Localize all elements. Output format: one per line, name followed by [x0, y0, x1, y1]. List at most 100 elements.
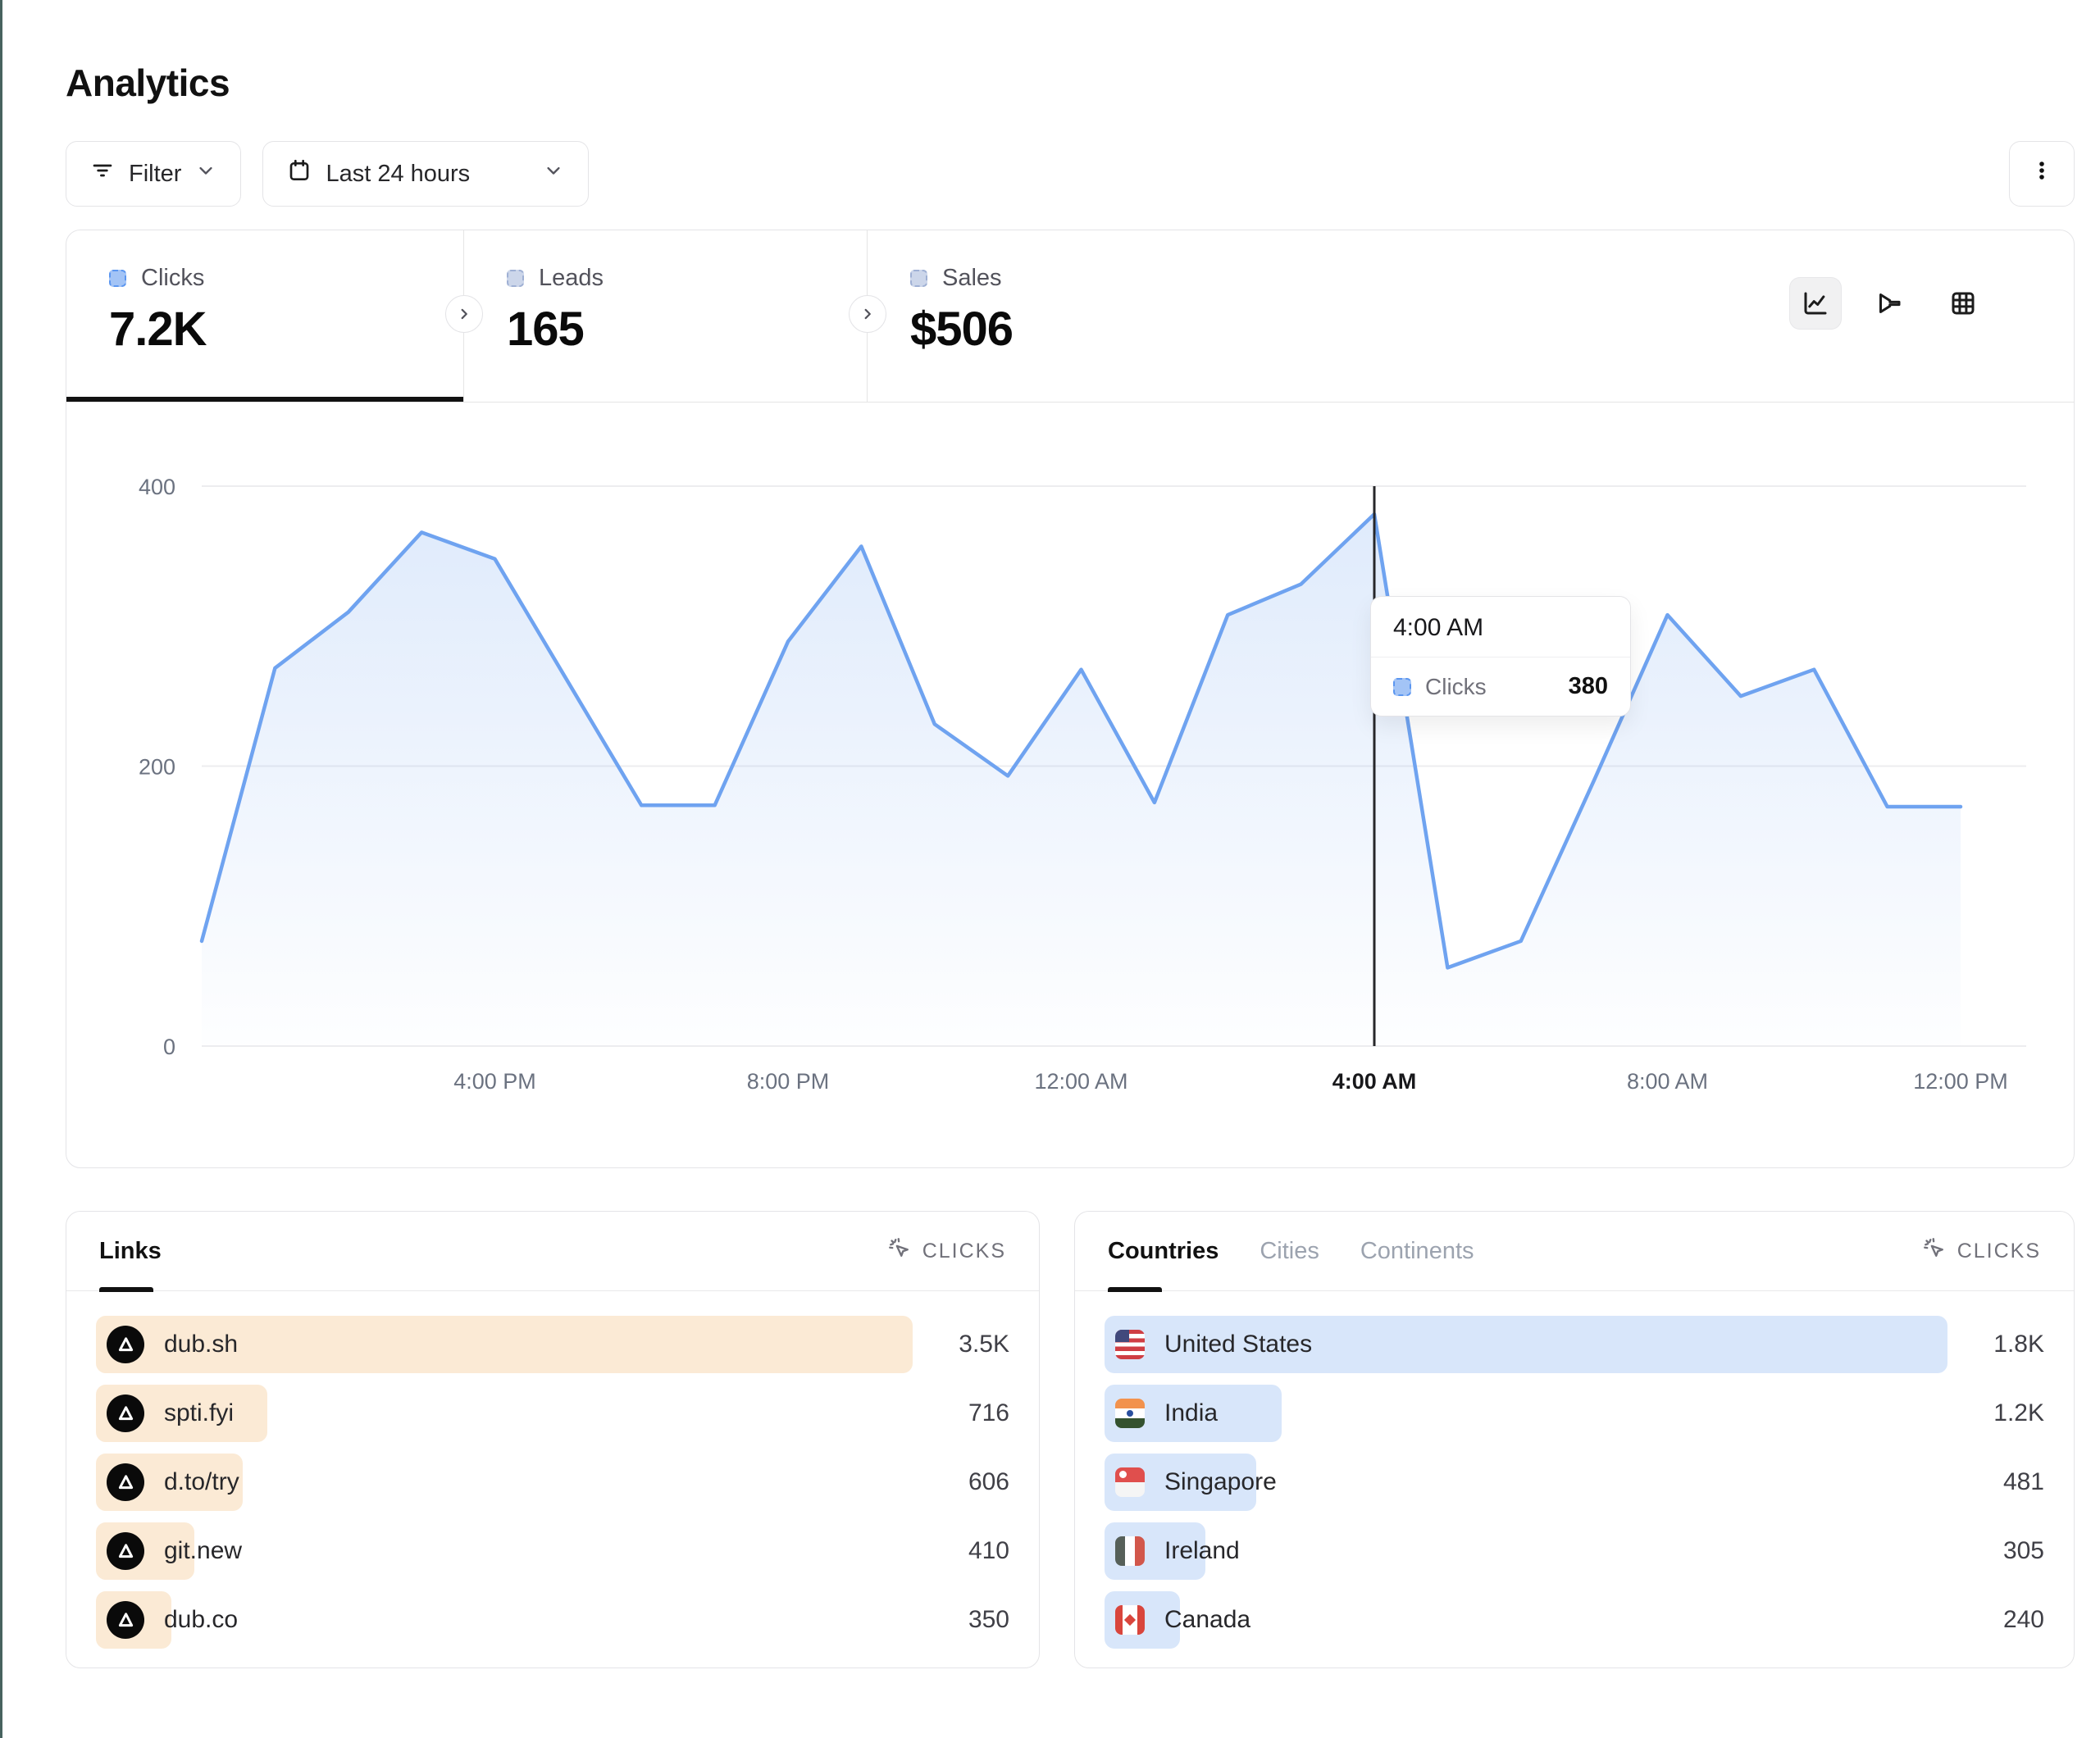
metric-tabs: Clicks 7.2K Leads 165 Sales $506 — [66, 230, 2074, 403]
countries-list: United States 1.8K India 1.2K Singapore 481 Ir… — [1075, 1291, 2074, 1667]
locations-tab-countries[interactable]: Countries — [1108, 1212, 1219, 1292]
row-content: Canada — [1105, 1591, 1947, 1649]
sg-flag-icon — [1115, 1467, 1145, 1497]
locations-clicks-sort-header[interactable]: CLICKS — [1922, 1236, 2041, 1267]
row-content: United States — [1105, 1316, 1947, 1373]
in-flag-icon — [1115, 1399, 1145, 1428]
row-label: India — [1164, 1399, 1219, 1426]
tooltip-metric-label: Clicks — [1425, 673, 1487, 699]
row-clicks-value: 716 — [968, 1399, 1009, 1426]
row-label: spti.fyi — [164, 1399, 235, 1426]
country-row[interactable]: Singapore 481 — [1105, 1454, 2044, 1511]
row-clicks-value: 305 — [2002, 1537, 2044, 1564]
next-metric-button[interactable] — [849, 295, 886, 333]
row-bar-area: git.new — [96, 1522, 913, 1580]
cursor-click-icon — [1922, 1236, 1947, 1267]
line-chart-view-button[interactable] — [1790, 278, 1841, 329]
row-label: git.new — [164, 1537, 243, 1564]
chart-view-toggle — [1790, 278, 1988, 329]
analytics-page: Analytics Filter Last 24 hours — [0, 0, 2100, 1668]
analytics-card: Clicks 7.2K Leads 165 Sales $506 0 200 40 — [66, 230, 2075, 1168]
dub-logo-icon — [107, 1532, 144, 1570]
calendar-icon — [286, 157, 312, 190]
row-clicks-value: 481 — [2002, 1468, 2044, 1495]
x-axis-tick-label: 4:00 PM — [453, 1069, 536, 1094]
dub-logo-icon — [107, 1326, 144, 1363]
tooltip-row: Clicks 380 — [1371, 657, 1630, 716]
country-row[interactable]: Ireland 305 — [1105, 1522, 2044, 1580]
next-metric-button[interactable] — [445, 295, 483, 333]
filter-button[interactable]: Filter — [66, 141, 242, 207]
chevron-down-icon — [542, 159, 565, 189]
row-label: d.to/try — [164, 1468, 239, 1495]
link-row[interactable]: d.to/try 606 — [96, 1454, 1009, 1511]
funnel-view-button[interactable] — [1864, 278, 1915, 329]
sales-legend-swatch — [910, 270, 927, 287]
metric-tab-value: 7.2K — [109, 303, 207, 356]
links-tab-links[interactable]: Links — [99, 1212, 162, 1292]
y-axis-tick-label: 200 — [139, 755, 175, 780]
clicks-area-chart[interactable]: 0 200 400 4:00 PM 8:00 PM 12:00 AM 4:00 AM 8:00… — [66, 403, 2074, 1167]
more-options-button[interactable] — [2009, 141, 2075, 207]
dub-logo-icon — [107, 1463, 144, 1501]
row-bar-area: Singapore — [1105, 1454, 1947, 1511]
row-content: git.new — [96, 1522, 913, 1580]
link-row[interactable]: dub.co 350 — [96, 1591, 1009, 1649]
row-bar-area: spti.fyi — [96, 1385, 913, 1442]
clicks-area-fill — [202, 514, 1961, 1046]
locations-tab-continents[interactable]: Continents — [1360, 1237, 1474, 1264]
clicks-line-series — [199, 512, 1963, 970]
row-label: Canada — [1164, 1606, 1251, 1633]
window-edge — [0, 0, 2, 1738]
link-row[interactable]: spti.fyi 716 — [96, 1385, 1009, 1442]
filter-icon — [89, 157, 116, 190]
dub-logo-icon — [107, 1601, 144, 1639]
x-axis-tick-label: 8:00 PM — [747, 1069, 830, 1094]
cursor-click-icon — [887, 1236, 912, 1267]
toolbar: Filter Last 24 hours — [66, 141, 2075, 207]
x-axis-tick-label: 12:00 PM — [1913, 1069, 2008, 1094]
links-card: Links CLICKS dub.sh 3.5K spti.fyi 716 d.to/t… — [66, 1211, 1040, 1668]
row-content: d.to/try — [96, 1454, 913, 1511]
clicks-legend-swatch — [109, 270, 126, 287]
date-range-label: Last 24 hours — [326, 160, 471, 187]
x-axis-tick-label: 8:00 AM — [1627, 1069, 1708, 1094]
metric-tab-label: Sales — [942, 265, 1002, 291]
table-view-button[interactable] — [1938, 278, 1988, 329]
date-range-button[interactable]: Last 24 hours — [262, 141, 590, 207]
row-label: Singapore — [1164, 1468, 1277, 1495]
locations-card-header: Countries Cities Continents CLICKS — [1075, 1212, 2074, 1292]
metric-tab-sales[interactable]: Sales $506 — [868, 230, 2074, 402]
locations-tab-cities[interactable]: Cities — [1260, 1237, 1319, 1264]
links-clicks-sort-header[interactable]: CLICKS — [887, 1236, 1006, 1267]
row-clicks-value: 1.8K — [1993, 1331, 2044, 1358]
row-clicks-value: 1.2K — [1993, 1399, 2044, 1426]
leads-legend-swatch — [507, 270, 524, 287]
locations-card: Countries Cities Continents CLICKS United … — [1074, 1211, 2075, 1668]
row-label: dub.sh — [164, 1331, 239, 1358]
row-clicks-value: 410 — [968, 1537, 1009, 1564]
row-content: dub.sh — [96, 1316, 913, 1373]
row-content: India — [1105, 1385, 1947, 1442]
row-clicks-value: 240 — [2002, 1606, 2044, 1633]
country-row[interactable]: United States 1.8K — [1105, 1316, 2044, 1373]
country-row[interactable]: India 1.2K — [1105, 1385, 2044, 1442]
ca-flag-icon — [1115, 1605, 1145, 1635]
metric-tab-leads[interactable]: Leads 165 — [464, 230, 868, 402]
metric-tab-label: Leads — [539, 265, 604, 291]
metric-tab-value: 165 — [507, 303, 585, 356]
link-row[interactable]: dub.sh 3.5K — [96, 1316, 1009, 1373]
row-content: dub.co — [96, 1591, 913, 1649]
metric-tab-clicks[interactable]: Clicks 7.2K — [66, 230, 464, 402]
row-content: Singapore — [1105, 1454, 1947, 1511]
row-bar-area: dub.co — [96, 1591, 913, 1649]
value-bar — [96, 1316, 913, 1373]
row-clicks-value: 606 — [968, 1468, 1009, 1495]
country-row[interactable]: Canada 240 — [1105, 1591, 2044, 1649]
row-label: United States — [1164, 1331, 1313, 1358]
tooltip-time: 4:00 AM — [1371, 597, 1630, 657]
link-row[interactable]: git.new 410 — [96, 1522, 1009, 1580]
metric-tab-head: Clicks — [109, 265, 463, 292]
breakdown-cards: Links CLICKS dub.sh 3.5K spti.fyi 716 d.to/t… — [66, 1211, 2075, 1668]
chart-canvas: 0 200 400 4:00 PM 8:00 PM 12:00 AM 4:00 AM 8:00… — [139, 475, 2026, 1094]
